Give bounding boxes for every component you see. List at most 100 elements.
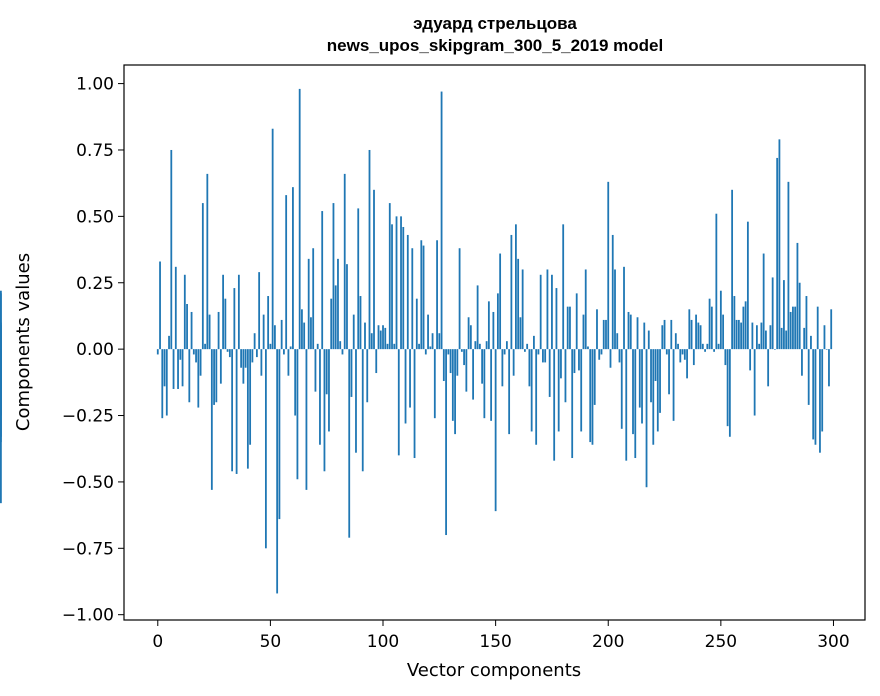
bar bbox=[321, 211, 324, 350]
bar bbox=[828, 349, 830, 387]
bar bbox=[710, 306, 713, 350]
bar bbox=[819, 349, 821, 453]
bar bbox=[785, 330, 788, 350]
bar bbox=[364, 322, 366, 350]
bar bbox=[713, 349, 715, 352]
bar bbox=[224, 298, 227, 350]
bar bbox=[460, 349, 463, 352]
bar bbox=[715, 213, 718, 350]
bar bbox=[456, 349, 459, 376]
bar bbox=[447, 349, 450, 355]
bar bbox=[589, 349, 592, 443]
bar bbox=[591, 349, 594, 445]
bar bbox=[605, 319, 607, 350]
bar bbox=[794, 306, 797, 350]
bar bbox=[454, 349, 456, 435]
bar bbox=[271, 128, 274, 350]
bar bbox=[755, 325, 758, 350]
bar bbox=[708, 298, 711, 350]
bar bbox=[442, 349, 445, 382]
bar bbox=[183, 274, 186, 350]
bar bbox=[393, 343, 396, 350]
bar bbox=[805, 296, 808, 350]
bar bbox=[683, 349, 686, 360]
x-tick-label: 200 bbox=[592, 632, 624, 652]
bar bbox=[731, 189, 734, 350]
bar bbox=[366, 349, 369, 403]
bar bbox=[199, 349, 202, 376]
bar bbox=[172, 349, 175, 389]
bar bbox=[332, 203, 335, 350]
bar bbox=[535, 349, 538, 445]
bar bbox=[692, 349, 695, 366]
bar bbox=[325, 349, 328, 395]
bar bbox=[258, 272, 261, 350]
bar bbox=[807, 349, 810, 405]
bar bbox=[388, 203, 391, 350]
bar bbox=[505, 341, 508, 350]
bar bbox=[289, 346, 292, 350]
bar bbox=[451, 349, 454, 421]
bar bbox=[798, 282, 801, 350]
bar bbox=[722, 314, 725, 350]
bar bbox=[330, 298, 333, 350]
bar bbox=[801, 349, 803, 376]
x-axis-ticks: 0 50 100 150 200 250 300 bbox=[152, 620, 850, 652]
bar bbox=[298, 88, 301, 350]
bar bbox=[0, 325, 2, 350]
bar bbox=[337, 258, 339, 350]
bar bbox=[814, 349, 817, 445]
bar bbox=[783, 280, 785, 350]
bar bbox=[821, 349, 824, 432]
bar bbox=[192, 349, 195, 355]
bar bbox=[235, 349, 238, 474]
x-axis-label: Vector components bbox=[407, 660, 581, 681]
bar bbox=[156, 349, 159, 355]
bar bbox=[373, 189, 375, 350]
bar bbox=[296, 349, 299, 480]
bar bbox=[803, 327, 806, 350]
bar bbox=[774, 349, 776, 350]
bar bbox=[656, 349, 659, 432]
bar bbox=[668, 349, 670, 395]
bar bbox=[377, 325, 380, 350]
bar bbox=[510, 234, 513, 350]
x-tick-label: 0 bbox=[152, 632, 163, 652]
bar bbox=[179, 349, 182, 360]
bar bbox=[449, 349, 452, 374]
bar bbox=[501, 349, 504, 387]
bar bbox=[445, 349, 447, 536]
bar bbox=[478, 343, 481, 350]
bar-series bbox=[0, 88, 833, 594]
bar bbox=[269, 343, 272, 350]
bar bbox=[472, 349, 474, 400]
bar bbox=[348, 349, 351, 538]
bar bbox=[397, 349, 400, 456]
bar bbox=[625, 349, 628, 461]
chart-subtitle: news_upos_skipgram_300_5_2019 model bbox=[327, 36, 663, 55]
bar bbox=[645, 349, 648, 488]
bar bbox=[810, 335, 812, 350]
y-tick-label: −0.75 bbox=[62, 539, 114, 559]
bar bbox=[188, 349, 191, 403]
bar bbox=[0, 349, 2, 443]
bar bbox=[521, 269, 524, 350]
bar bbox=[429, 346, 432, 350]
x-tick-label: 100 bbox=[367, 632, 399, 652]
bar bbox=[168, 335, 170, 350]
plot-frame bbox=[123, 64, 866, 621]
bar bbox=[780, 327, 783, 350]
y-tick-label: 1.00 bbox=[76, 75, 114, 95]
bar bbox=[469, 325, 472, 350]
bar bbox=[767, 349, 770, 387]
bar bbox=[204, 343, 206, 350]
y-tick-label: 0.00 bbox=[76, 340, 114, 360]
bar bbox=[481, 349, 484, 384]
bar bbox=[323, 349, 326, 472]
bar bbox=[301, 309, 303, 350]
bar bbox=[406, 234, 409, 350]
bar bbox=[379, 330, 382, 350]
bar bbox=[458, 248, 461, 350]
bar bbox=[670, 319, 673, 350]
